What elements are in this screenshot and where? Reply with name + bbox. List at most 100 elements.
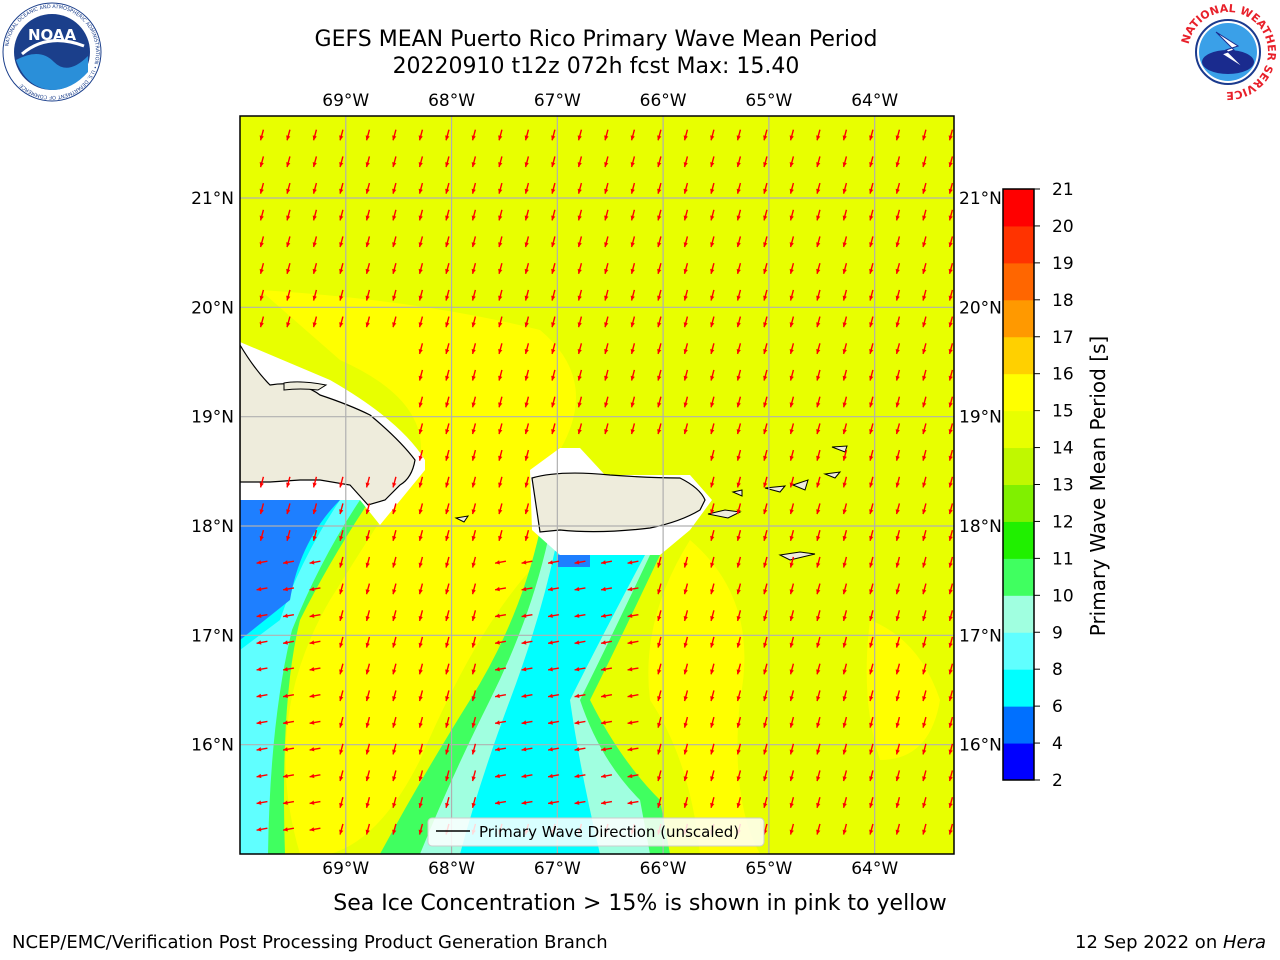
wave-arrow-head: [498, 322, 503, 328]
wave-arrow-head: [683, 669, 688, 675]
wave-arrow-head: [548, 560, 553, 565]
wave-arrow-head: [922, 829, 927, 835]
wave-arrow-head: [816, 322, 821, 328]
colorbar-tick-label: 12: [1052, 512, 1074, 532]
wave-arrow-head: [627, 747, 633, 752]
wave-arrow-head: [365, 616, 370, 621]
wave-arrow-head: [256, 667, 262, 672]
wave-arrow-head: [312, 188, 317, 194]
colorbar-tick-label: 13: [1052, 476, 1074, 496]
footer-date-text: 12 Sep 2022 on: [1075, 932, 1223, 953]
wave-arrow-head: [922, 482, 927, 488]
wave-arrow-head: [710, 696, 715, 702]
wave-arrow-head: [312, 322, 317, 328]
wave-arrow-head: [256, 586, 262, 592]
wave-arrow-head: [365, 535, 370, 541]
wave-arrow-head: [418, 349, 423, 354]
land-vieques: [707, 509, 742, 519]
wave-arrow-head: [816, 722, 821, 728]
wave-arrow-head: [869, 455, 874, 461]
wave-arrow-head: [524, 162, 529, 168]
wave-arrow-head: [895, 509, 900, 515]
wave-arrow-head: [789, 188, 794, 194]
wave-arrow-head: [604, 429, 609, 435]
wave-arrow-head: [259, 135, 264, 141]
wave-arrow-head: [789, 829, 794, 835]
wave-arrow-head: [365, 776, 370, 782]
wave-arrow-head: [521, 613, 527, 618]
wave-arrow-head: [256, 640, 262, 645]
wave-arrow-head: [842, 696, 847, 702]
wave-arrow-head: [816, 589, 821, 595]
wave-arrow-head: [574, 613, 580, 618]
wave-arrow-head: [577, 429, 582, 435]
wave-arrow-head: [922, 696, 927, 702]
wave-arrow-head: [548, 586, 553, 592]
wave-arrow-head: [365, 242, 370, 248]
wave-arrow-head: [657, 349, 662, 354]
wave-arrow-head: [283, 640, 288, 645]
wave-arrow-head: [869, 642, 874, 648]
wave-arrow-head: [895, 589, 900, 595]
wave-arrow-head: [869, 589, 874, 595]
wave-arrow-head: [816, 135, 821, 141]
wave-arrow-head: [630, 295, 635, 301]
wave-arrow-head: [895, 429, 900, 435]
wave-arrow-head: [869, 375, 874, 381]
colorbar-tick-label: 10: [1052, 586, 1074, 606]
wave-arrow-head: [339, 829, 344, 835]
wave-arrow-head: [339, 696, 344, 702]
wave-arrow-head: [948, 429, 953, 435]
wave-arrow-head: [657, 242, 662, 248]
wave-arrow-head: [339, 242, 344, 248]
wave-arrow-head: [736, 402, 741, 408]
legend-label: Primary Wave Direction (unscaled): [479, 823, 739, 841]
wave-arrow-head: [548, 613, 553, 618]
wave-arrow-head: [418, 642, 423, 648]
wave-arrow-head: [710, 135, 715, 141]
wave-arrow-head: [789, 696, 794, 702]
wave-arrow-head: [392, 642, 397, 648]
wave-arrow-head: [789, 322, 794, 328]
wave-arrow-head: [710, 188, 715, 194]
wave-arrow-head: [445, 696, 450, 702]
wave-arrow-head: [283, 747, 288, 752]
wave-arrow-head: [630, 215, 635, 221]
wave-arrow-head: [524, 349, 529, 354]
wave-arrow-head: [922, 375, 927, 381]
wave-arrow-head: [922, 749, 927, 755]
wave-arrow-head: [418, 375, 423, 381]
wave-arrow-head: [710, 268, 715, 274]
wave-arrow-head: [256, 800, 262, 805]
wave-arrow-head: [392, 295, 397, 301]
wave-arrow-head: [551, 322, 556, 328]
wave-arrow-head: [948, 215, 953, 221]
wave-arrow-head: [816, 616, 821, 621]
lon-label-top: 67°W: [534, 91, 581, 111]
wave-arrow-head: [286, 322, 291, 328]
wave-arrow-head: [283, 586, 288, 592]
wave-arrow-head: [869, 696, 874, 702]
wave-arrow-head: [365, 669, 370, 675]
wave-arrow-head: [816, 482, 821, 488]
land-culebra: [731, 489, 743, 497]
wave-arrow-head: [683, 642, 688, 648]
wave-arrow-head: [736, 295, 741, 301]
wave-arrow-head: [418, 135, 423, 141]
lon-label-bottom: 69°W: [322, 859, 369, 879]
wave-arrow-head: [498, 429, 503, 435]
wave-arrow-head: [418, 562, 423, 568]
wave-arrow-head: [869, 188, 874, 194]
wave-arrow-head: [471, 642, 476, 648]
wave-arrow-head: [842, 482, 847, 488]
wave-arrow-head: [548, 667, 553, 672]
wave-arrow-head: [601, 747, 606, 752]
wave-arrow-head: [763, 402, 768, 408]
wave-arrow-head: [312, 162, 317, 168]
wave-arrow-head: [948, 162, 953, 168]
wave-arrow-head: [630, 375, 635, 381]
wave-arrow-head: [710, 509, 715, 515]
wave-arrow-head: [842, 429, 847, 435]
wave-arrow-head: [763, 295, 768, 301]
wave-arrow-head: [789, 616, 794, 621]
